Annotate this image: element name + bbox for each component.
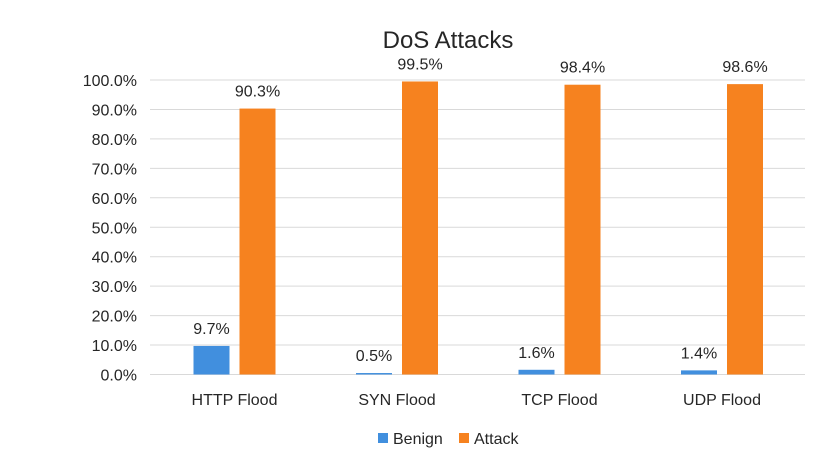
- legend: Benign Attack: [378, 431, 519, 448]
- y-tick-label: 30.0%: [92, 279, 137, 296]
- data-label: 90.3%: [235, 84, 280, 101]
- bar-attack: [564, 84, 601, 375]
- bar-benign: [681, 370, 717, 375]
- data-label: 99.5%: [397, 56, 442, 73]
- x-tick-label: UDP Flood: [683, 392, 761, 409]
- y-axis: 0.0% 10.0% 20.0% 30.0% 40.0% 50.0% 60.0% 70.0% 8…: [83, 73, 137, 385]
- data-label: 1.4%: [681, 345, 717, 362]
- data-label: 98.4%: [560, 60, 605, 77]
- chart-title: DoS Attacks: [383, 27, 514, 54]
- y-tick-label: 20.0%: [92, 309, 137, 326]
- x-tick-label: TCP Flood: [521, 392, 597, 409]
- data-label: 9.7%: [193, 321, 229, 338]
- legend-swatch-benign: [378, 433, 388, 443]
- y-tick-label: 100.0%: [83, 73, 137, 90]
- y-tick-label: 80.0%: [92, 132, 137, 149]
- x-tick-label: HTTP Flood: [192, 392, 278, 409]
- bar-attack: [727, 84, 763, 375]
- legend-label: Attack: [474, 431, 519, 448]
- x-tick-label: SYN Flood: [358, 392, 435, 409]
- legend-label: Benign: [393, 431, 443, 448]
- bar-benign: [193, 345, 230, 375]
- y-tick-label: 50.0%: [92, 220, 137, 237]
- data-label: 98.6%: [722, 59, 767, 76]
- bars: 9.7% 90.3% 0.5% 99.5% 1.6% 98.4% 1.4% 98.6%: [193, 56, 768, 375]
- y-tick-label: 40.0%: [92, 250, 137, 267]
- bar-benign: [356, 373, 392, 375]
- y-tick-label: 0.0%: [101, 368, 137, 385]
- y-tick-label: 70.0%: [92, 161, 137, 178]
- bar-attack: [239, 108, 276, 375]
- data-label: 0.5%: [356, 348, 392, 365]
- bar-attack: [402, 81, 438, 375]
- y-tick-label: 10.0%: [92, 338, 137, 355]
- legend-swatch-attack: [459, 433, 469, 443]
- x-axis: HTTP Flood SYN Flood TCP Flood UDP Flood: [192, 392, 761, 409]
- y-tick-label: 90.0%: [92, 102, 137, 119]
- y-tick-label: 60.0%: [92, 191, 137, 208]
- bar-benign: [518, 369, 555, 375]
- data-label: 1.6%: [518, 345, 554, 362]
